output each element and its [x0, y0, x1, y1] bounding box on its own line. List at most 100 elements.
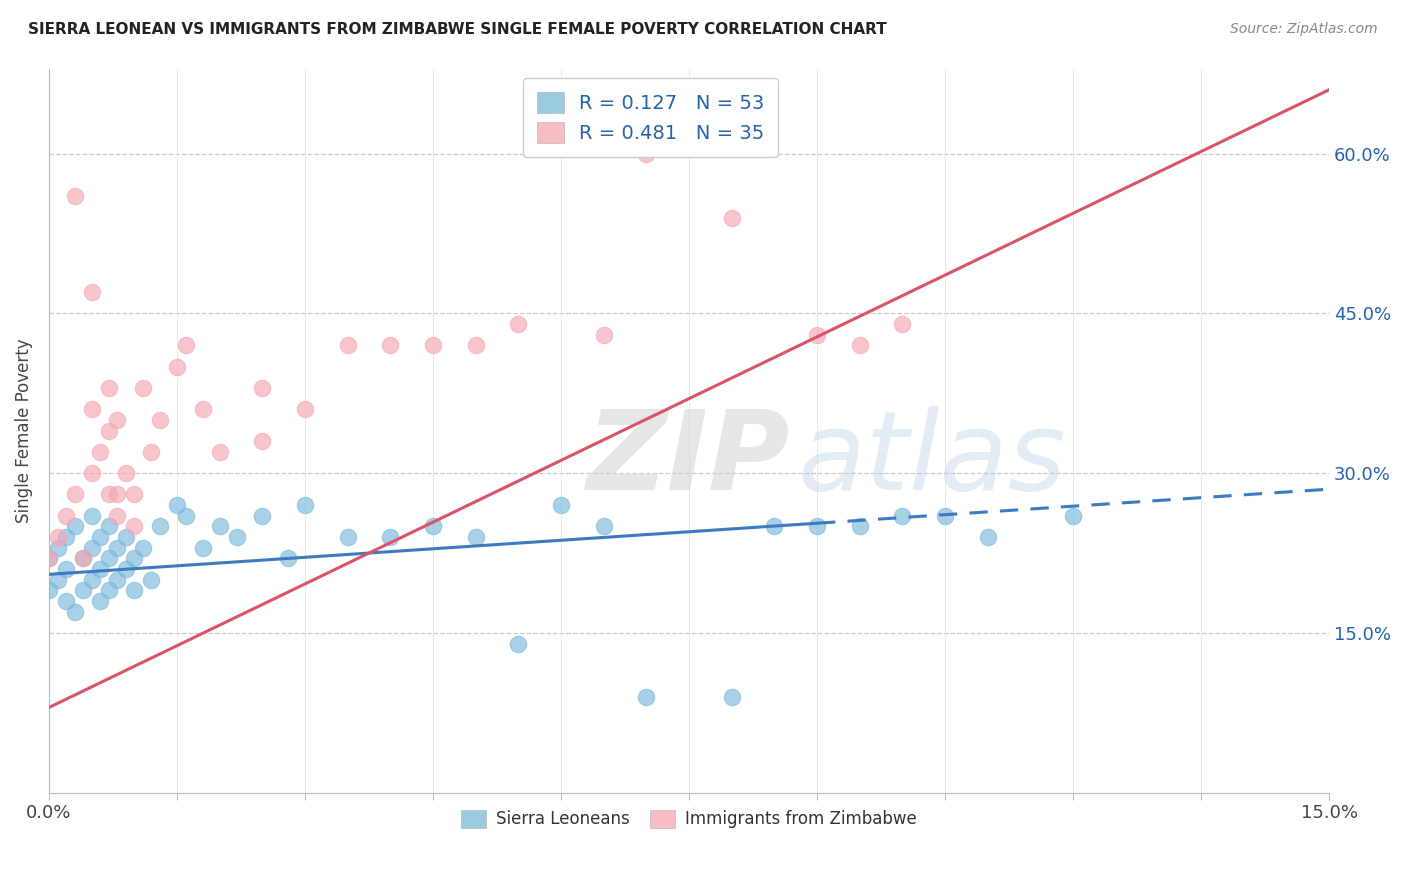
Point [105, 487, 128, 501]
Text: atlas: atlas [797, 406, 1066, 513]
Point [720, 690, 742, 704]
Point [720, 211, 742, 225]
Point [141, 445, 163, 459]
Point [508, 636, 530, 650]
Point [63, 519, 86, 533]
Point [72, 551, 94, 566]
Point [550, 498, 572, 512]
Point [105, 413, 128, 427]
Point [97, 551, 120, 566]
Point [46, 573, 69, 587]
Point [72, 583, 94, 598]
Point [891, 508, 914, 523]
Point [132, 541, 155, 555]
Point [97, 583, 120, 598]
Point [80, 573, 103, 587]
Point [89, 445, 111, 459]
Point [80, 285, 103, 300]
Point [252, 508, 274, 523]
Point [63, 605, 86, 619]
Point [55, 562, 77, 576]
Point [380, 338, 402, 352]
Y-axis label: Single Female Poverty: Single Female Poverty [15, 338, 32, 523]
Point [89, 530, 111, 544]
Point [80, 466, 103, 480]
Point [55, 508, 77, 523]
Point [1062, 508, 1084, 523]
Point [464, 338, 486, 352]
Point [55, 530, 77, 544]
Point [976, 530, 998, 544]
Point [294, 402, 316, 417]
Point [174, 338, 197, 352]
Point [806, 519, 828, 533]
Point [191, 541, 214, 555]
Point [124, 487, 146, 501]
Point [72, 551, 94, 566]
Point [422, 519, 444, 533]
Point [191, 402, 214, 417]
Point [132, 381, 155, 395]
Point [105, 541, 128, 555]
Point [422, 338, 444, 352]
Point [848, 519, 870, 533]
Point [89, 562, 111, 576]
Point [636, 146, 658, 161]
Point [149, 519, 172, 533]
Point [277, 551, 299, 566]
Legend: Sierra Leoneans, Immigrants from Zimbabwe: Sierra Leoneans, Immigrants from Zimbabw… [454, 803, 924, 835]
Point [252, 381, 274, 395]
Point [550, 136, 572, 150]
Point [934, 508, 956, 523]
Point [208, 445, 231, 459]
Point [80, 541, 103, 555]
Point [114, 530, 136, 544]
Point [464, 530, 486, 544]
Point [97, 487, 120, 501]
Point [166, 359, 188, 374]
Point [592, 519, 614, 533]
Point [105, 573, 128, 587]
Point [294, 498, 316, 512]
Point [174, 508, 197, 523]
Point [252, 434, 274, 449]
Point [124, 583, 146, 598]
Point [124, 519, 146, 533]
Point [63, 189, 86, 203]
Text: ZIP: ZIP [586, 406, 790, 513]
Point [592, 327, 614, 342]
Point [97, 519, 120, 533]
Point [225, 530, 247, 544]
Point [141, 573, 163, 587]
Point [114, 562, 136, 576]
Point [508, 317, 530, 331]
Point [80, 508, 103, 523]
Point [46, 541, 69, 555]
Point [114, 466, 136, 480]
Point [149, 413, 172, 427]
Point [166, 498, 188, 512]
Point [105, 508, 128, 523]
Point [336, 338, 359, 352]
Text: Source: ZipAtlas.com: Source: ZipAtlas.com [1230, 22, 1378, 37]
Point [63, 487, 86, 501]
Point [380, 530, 402, 544]
Point [848, 338, 870, 352]
Point [124, 551, 146, 566]
Point [636, 690, 658, 704]
Text: SIERRA LEONEAN VS IMMIGRANTS FROM ZIMBABWE SINGLE FEMALE POVERTY CORRELATION CHA: SIERRA LEONEAN VS IMMIGRANTS FROM ZIMBAB… [28, 22, 887, 37]
Point [38, 551, 60, 566]
Point [336, 530, 359, 544]
Point [46, 530, 69, 544]
Point [806, 327, 828, 342]
Point [763, 519, 786, 533]
Point [55, 594, 77, 608]
Point [38, 551, 60, 566]
Point [38, 583, 60, 598]
Point [89, 594, 111, 608]
Point [97, 381, 120, 395]
Point [80, 402, 103, 417]
Point [208, 519, 231, 533]
Point [97, 424, 120, 438]
Point [891, 317, 914, 331]
